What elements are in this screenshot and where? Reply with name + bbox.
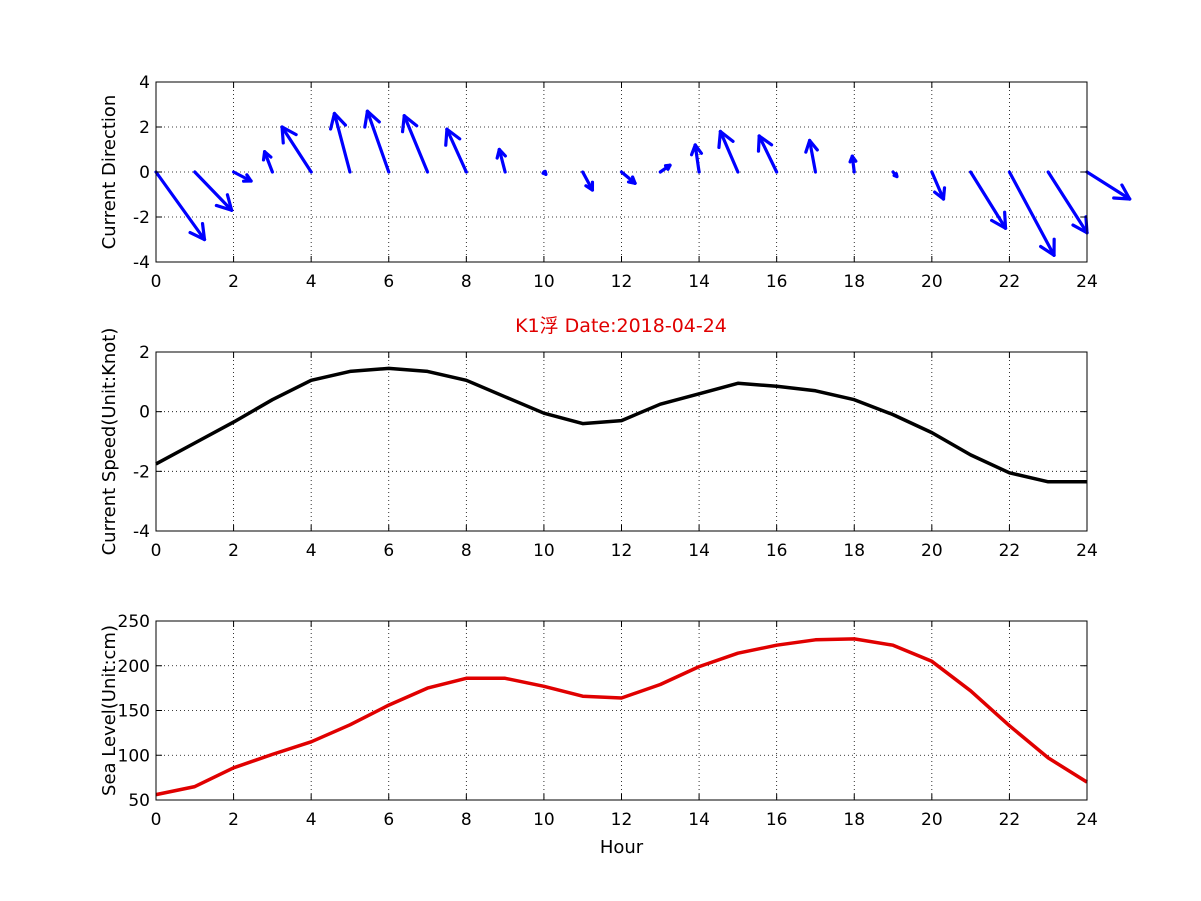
direction-arrow <box>848 154 858 174</box>
direction-arrow <box>495 147 507 174</box>
speed-x-tick-label: 22 <box>999 541 1021 561</box>
sealevel-x-tick-label: 0 <box>151 810 162 830</box>
direction-arrow <box>1085 170 1132 201</box>
direction-arrow <box>231 170 253 183</box>
direction-y-tick-label: -2 <box>133 208 150 228</box>
direction-arrow <box>804 138 819 174</box>
direction-arrow <box>689 143 704 174</box>
direction-y-tick-label: 4 <box>139 73 150 93</box>
sealevel-x-axis-label: Hour <box>600 837 644 858</box>
sealevel-y-tick-label: 250 <box>118 612 150 632</box>
direction-x-tick-label: 24 <box>1076 272 1098 292</box>
direction-arrow <box>329 111 352 174</box>
direction-arrow <box>891 170 899 179</box>
speed-y-tick-label: 0 <box>139 403 150 423</box>
direction-arrow <box>444 127 468 174</box>
speed-x-tick-label: 20 <box>921 541 943 561</box>
direction-arrow <box>363 109 391 174</box>
sealevel-y-tick-label: 50 <box>128 791 150 811</box>
figure-title: K1浮 Date:2018-04-24 <box>515 315 727 337</box>
direction-y-tick-label: 2 <box>139 118 150 138</box>
direction-arrow <box>1007 170 1056 257</box>
sealevel-x-tick-label: 10 <box>533 810 555 830</box>
direction-y-tick-label: 0 <box>139 163 150 183</box>
direction-x-tick-label: 10 <box>533 272 555 292</box>
speed-x-tick-label: 10 <box>533 541 555 561</box>
direction-y-axis-label: Current Direction <box>99 95 120 250</box>
sealevel-x-tick-label: 18 <box>843 810 865 830</box>
speed-x-tick-label: 0 <box>151 541 162 561</box>
sealevel-x-tick-label: 20 <box>921 810 943 830</box>
sealevel-x-tick-label: 6 <box>383 810 394 830</box>
direction-arrow <box>193 170 234 212</box>
sealevel-y-axis-label: Sea Level(Unit:cm) <box>99 625 120 796</box>
direction-arrow <box>619 170 637 185</box>
sealevel-x-tick-label: 2 <box>228 810 239 830</box>
sealevel-y-tick-label: 100 <box>118 746 150 766</box>
direction-x-tick-label: 6 <box>383 272 394 292</box>
sealevel-series-line <box>155 637 1088 797</box>
speed-x-tick-label: 14 <box>688 541 710 561</box>
direction-arrow <box>154 170 207 242</box>
direction-x-tick-label: 22 <box>999 272 1021 292</box>
direction-x-tick-label: 8 <box>461 272 472 292</box>
speed-y-tick-label: -2 <box>133 462 150 482</box>
direction-x-tick-label: 14 <box>688 272 710 292</box>
direction-x-tick-label: 16 <box>766 272 788 292</box>
direction-x-tick-label: 4 <box>306 272 317 292</box>
speed-y-tick-label: -4 <box>133 522 150 542</box>
speed-x-tick-label: 4 <box>306 541 317 561</box>
speed-x-tick-label: 12 <box>611 541 633 561</box>
direction-arrow <box>930 170 947 201</box>
direction-arrow <box>581 170 595 192</box>
direction-arrow <box>541 169 548 176</box>
direction-x-tick-label: 0 <box>151 272 162 292</box>
sealevel-x-tick-label: 24 <box>1076 810 1098 830</box>
direction-x-tick-label: 18 <box>843 272 865 292</box>
direction-arrow <box>717 129 740 174</box>
sealevel-x-tick-label: 14 <box>688 810 710 830</box>
direction-arrow <box>280 125 313 174</box>
direction-arrow <box>261 150 274 174</box>
direction-arrow <box>658 163 672 174</box>
sealevel-x-tick-label: 22 <box>999 810 1021 830</box>
speed-x-tick-label: 2 <box>228 541 239 561</box>
speed-x-tick-label: 8 <box>461 541 472 561</box>
direction-x-tick-label: 2 <box>228 272 239 292</box>
speed-x-tick-label: 24 <box>1076 541 1098 561</box>
direction-arrow <box>969 170 1008 230</box>
sealevel-x-tick-label: 8 <box>461 810 472 830</box>
sealevel-x-tick-label: 12 <box>611 810 633 830</box>
direction-arrow <box>400 114 430 174</box>
sealevel-y-tick-label: 150 <box>118 702 150 722</box>
speed-x-tick-label: 16 <box>766 541 788 561</box>
direction-x-tick-label: 12 <box>611 272 633 292</box>
sealevel-x-tick-label: 16 <box>766 810 788 830</box>
speed-y-axis-label: Current Speed(Unit:Knot) <box>99 328 120 556</box>
direction-x-tick-label: 20 <box>921 272 943 292</box>
sealevel-y-tick-label: 200 <box>118 657 150 677</box>
speed-x-tick-label: 18 <box>843 541 865 561</box>
direction-y-tick-label: -4 <box>133 253 150 273</box>
speed-series-line <box>155 366 1087 484</box>
sealevel-x-tick-label: 4 <box>306 810 317 830</box>
speed-x-tick-label: 6 <box>383 541 394 561</box>
direction-arrow <box>756 134 779 174</box>
speed-y-tick-label: 2 <box>139 343 150 363</box>
